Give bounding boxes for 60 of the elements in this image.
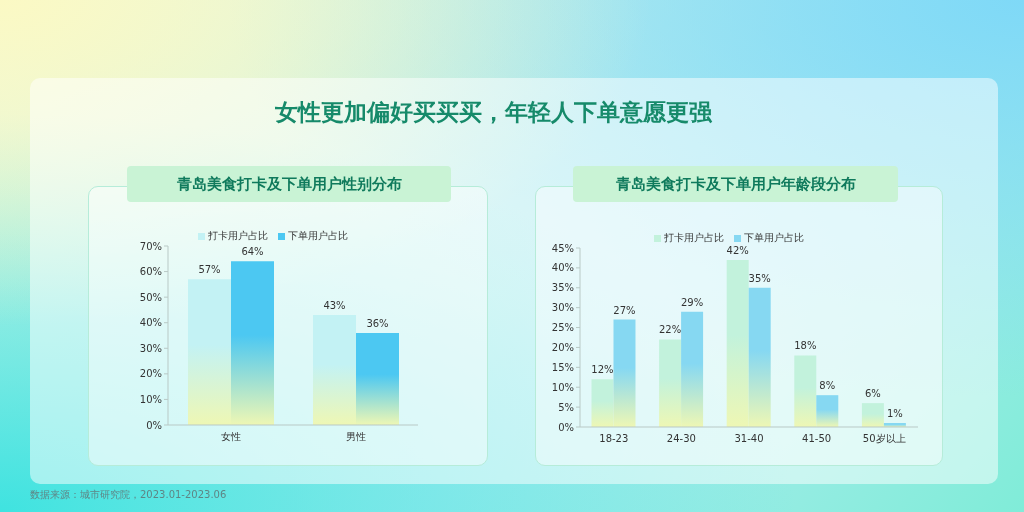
y-tick-label: 60%	[139, 266, 162, 278]
chart-title: 青岛美食打卡及下单用户年龄段分布	[573, 166, 898, 202]
y-tick-label: 30%	[139, 342, 162, 354]
data-label: 36%	[366, 317, 389, 329]
bar	[726, 259, 749, 427]
data-label: 22%	[658, 324, 682, 336]
y-tick-label: 30%	[551, 302, 574, 314]
bar	[659, 339, 682, 427]
data-label: 64%	[241, 246, 264, 258]
legend-label: 打卡用户占比	[208, 229, 268, 243]
data-label: 35%	[748, 272, 771, 284]
legend-label: 下单用户占比	[288, 229, 348, 243]
bar	[861, 403, 884, 427]
bar	[794, 355, 817, 427]
data-label: 8%	[819, 380, 836, 392]
data-label: 1%	[886, 408, 903, 420]
y-tick-label: 45%	[551, 242, 574, 254]
source-note: 数据来源：城市研究院，2023.01-2023.06	[30, 488, 227, 501]
data-label: 29%	[680, 296, 704, 308]
y-tick-label: 35%	[551, 282, 574, 294]
y-tick-label: 5%	[558, 401, 574, 413]
x-tick-label: 18-23	[599, 433, 629, 445]
bar	[188, 279, 231, 425]
y-tick-label: 40%	[551, 262, 574, 274]
bar	[591, 379, 614, 427]
y-tick-label: 10%	[139, 393, 162, 405]
y-tick-label: 25%	[551, 322, 574, 334]
y-tick-label: 20%	[139, 368, 162, 380]
x-tick-label: 50岁以上	[862, 433, 906, 445]
bar	[748, 287, 771, 427]
data-label: 27%	[613, 304, 636, 316]
y-tick-label: 10%	[551, 381, 574, 393]
y-tick-label: 15%	[551, 361, 574, 373]
data-label: 42%	[726, 244, 749, 256]
y-tick-label: 70%	[139, 240, 162, 252]
y-tick-label: 50%	[139, 291, 162, 303]
data-label: 6%	[864, 388, 881, 400]
bar	[681, 311, 704, 427]
bar	[231, 261, 274, 425]
x-tick-label: 男性	[345, 431, 366, 443]
text: 女性更加偏好买买买，年轻人下单意愿更强	[273, 98, 713, 127]
x-tick-label: 24-30	[666, 433, 696, 445]
legend-label: 下单用户占比	[744, 231, 804, 245]
x-tick-label: 31-40	[734, 433, 764, 445]
bar	[613, 319, 636, 427]
x-tick-label: 41-50	[802, 433, 832, 445]
y-tick-label: 0%	[558, 421, 574, 433]
data-label: 43%	[323, 300, 346, 312]
legend-label: 打卡用户占比	[664, 231, 724, 245]
data-label: 18%	[794, 340, 817, 352]
y-tick-label: 0%	[146, 419, 162, 431]
chart-title: 青岛美食打卡及下单用户性别分布	[127, 166, 451, 202]
data-label: 12%	[591, 364, 614, 376]
y-tick-label: 40%	[139, 317, 162, 329]
bar	[356, 332, 399, 425]
x-tick-label: 女性	[220, 431, 241, 443]
y-tick-label: 20%	[551, 341, 574, 353]
bar	[816, 395, 839, 427]
data-label: 57%	[198, 264, 221, 276]
bar	[313, 315, 356, 425]
